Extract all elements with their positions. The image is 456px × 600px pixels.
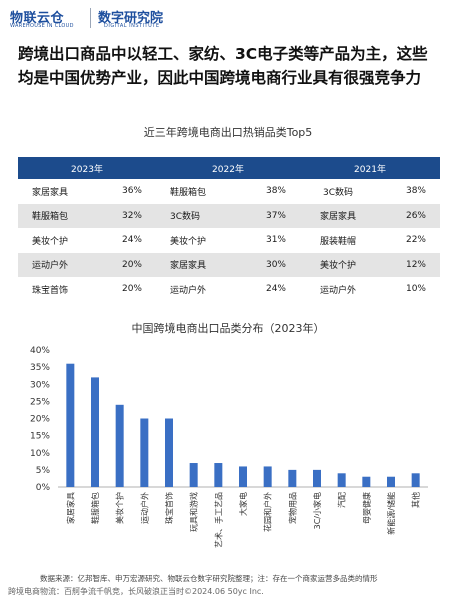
table-cell: 20%: [92, 252, 156, 277]
x-tick-label: 新能源/储能: [386, 492, 396, 535]
y-tick-label: 40%: [30, 346, 50, 356]
y-tick-label: 30%: [30, 380, 50, 390]
table-cell: 24%: [121, 235, 142, 246]
x-tick-label: 鞋服箱包: [90, 492, 100, 524]
bar: [288, 469, 297, 487]
institute-logo-text: 数字研究院: [98, 11, 164, 26]
x-tick-label: 宠物用品: [287, 492, 297, 524]
table-cell: 26%: [376, 203, 440, 228]
table-cell: 10%: [405, 284, 426, 295]
x-tick-label: 美妆个护: [115, 492, 125, 524]
bar: [214, 463, 223, 487]
x-tick-label: 母婴健康: [361, 492, 371, 524]
bar: [263, 466, 272, 487]
y-tick-label: 20%: [30, 415, 50, 425]
y-tick-label: 25%: [30, 397, 50, 407]
x-tick-label: 其他: [411, 492, 421, 508]
logo-divider: [90, 8, 91, 28]
table-row: 鞋服箱包 32% 3C数码 37% 家居家具 26%: [18, 203, 440, 228]
table-cell: 24%: [265, 284, 286, 295]
x-tick-label: 花园和户外: [263, 492, 273, 532]
table-cell: 32%: [92, 203, 156, 228]
bar: [411, 473, 420, 487]
brand-logo-subtitle: WAREHOUSE IN CLOUD: [10, 23, 74, 29]
table-cell: 30%: [236, 252, 300, 277]
x-tick-label: 运动户外: [139, 492, 149, 524]
page-headline: 跨境出口商品中以轻工、家纺、3C电子类等产品为主，这些均是中国优势产业，因此中国…: [18, 45, 428, 87]
table-cell: 美妆个护: [170, 236, 207, 247]
table-cell: 36%: [121, 186, 142, 197]
data-source-note: 数据来源：亿邦智库、申万宏源研究、物联云仓数字研究院整理；注：存在一个商家运营多…: [40, 574, 378, 583]
table-cell: 31%: [265, 235, 286, 246]
institute-logo-subtitle: DIGITAL INSTITUTE: [104, 23, 160, 29]
y-tick-label: 10%: [30, 449, 50, 459]
table-cell: 运动户外: [319, 285, 356, 296]
table-header-cell: 2023年: [18, 157, 156, 179]
bar: [91, 377, 99, 487]
x-tick-label: 玩具和游戏: [189, 492, 199, 532]
table-cell: 22%: [405, 235, 426, 246]
x-tick-label: 3C/小家电: [312, 492, 322, 529]
x-tick-label: 大家电: [238, 492, 248, 516]
table-cell: 20%: [121, 284, 142, 295]
bar: [313, 469, 321, 487]
table-cell: 家居家具: [300, 203, 376, 228]
table-header-cell: 2021年: [300, 157, 440, 179]
chart-title: 中国跨境电商出口品类分布（2023年）: [131, 322, 325, 335]
x-tick-label: 艺术、手工艺品: [213, 492, 223, 548]
bar: [362, 476, 371, 487]
bar: [239, 466, 247, 487]
table-row: 珠宝首饰 20% 运动户外 24% 运动户外 10%: [18, 277, 440, 302]
table-cell: 运动户外: [18, 252, 92, 277]
table-title: 近三年跨境电商出口热销品类Top5: [143, 126, 313, 139]
table-header-row: 2023年 2022年 2021年: [18, 157, 440, 179]
bar: [140, 418, 149, 487]
table-cell: 家居家具: [156, 252, 236, 277]
table-cell: 3C数码: [156, 203, 236, 228]
table-cell: 3C数码: [322, 187, 353, 198]
x-tick-label: 珠宝首饰: [164, 492, 174, 524]
table-row: 运动户外 20% 家居家具 30% 美妆个护 12%: [18, 252, 440, 277]
table-cell: 38%: [265, 186, 286, 197]
bar: [115, 404, 124, 487]
table-row: 美妆个护 24% 美妆个护 31% 服装鞋帽 22%: [18, 228, 440, 253]
bar: [337, 473, 346, 487]
table-header-cell: 2022年: [156, 157, 300, 179]
y-tick-label: 15%: [30, 432, 50, 442]
table-row: 家居家具 36% 鞋服箱包 38% 3C数码 38%: [18, 179, 440, 204]
table-cell: 鞋服箱包: [18, 203, 92, 228]
brand-header: 物联云仓 WAREHOUSE IN CLOUD 数字研究院 DIGITAL IN…: [8, 6, 448, 32]
table-cell: 运动户外: [170, 285, 207, 296]
table-cell: 服装鞋帽: [319, 236, 356, 247]
table-cell: 珠宝首饰: [32, 285, 69, 296]
y-tick-label: 0%: [36, 483, 51, 493]
table-cell: 37%: [236, 203, 300, 228]
table-cell: 美妆个护: [300, 252, 376, 277]
brand-logo-text: 物联云仓: [10, 11, 65, 26]
y-tick-label: 35%: [30, 363, 50, 373]
table-cell: 鞋服箱包: [170, 187, 207, 198]
x-tick-label: 汽配: [337, 492, 347, 508]
bar: [387, 476, 395, 487]
bar: [189, 463, 198, 487]
table-cell: 家居家具: [32, 187, 69, 198]
x-tick-label: 家居家具: [65, 492, 75, 524]
bar: [165, 418, 173, 487]
y-tick-label: 5%: [36, 466, 51, 476]
top5-table: 2023年 2022年 2021年 家居家具 36% 鞋服箱包 38% 3C数码…: [18, 157, 440, 302]
table-cell: 美妆个护: [32, 236, 69, 247]
bar: [66, 363, 75, 487]
table-cell: 38%: [405, 186, 426, 197]
table-cell: 12%: [376, 252, 440, 277]
copyright-credit: 跨境电商物流：百舸争流千帆竞，长风破浪正当时©2024.06 50yc Inc.: [8, 587, 264, 596]
